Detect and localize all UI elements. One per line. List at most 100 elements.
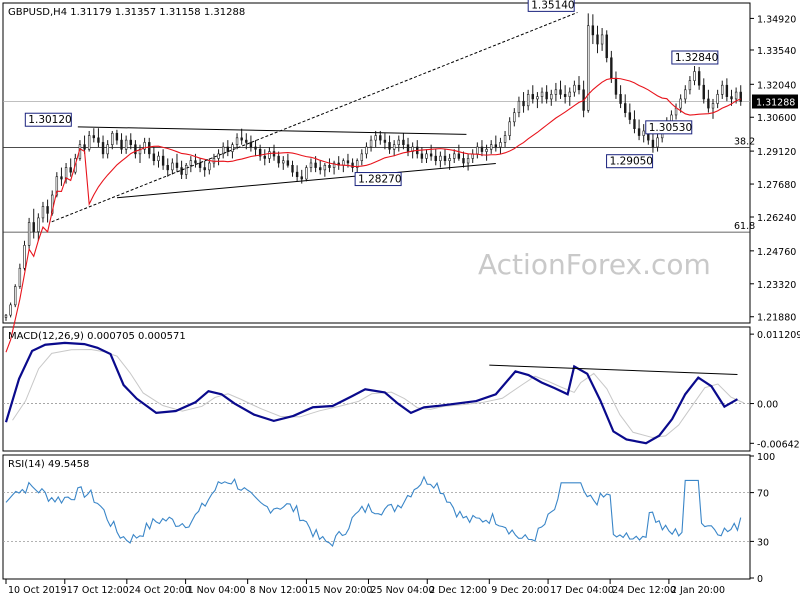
- candle-body: [97, 137, 100, 143]
- candle-body: [32, 222, 35, 232]
- candles-group: [4, 13, 742, 321]
- candle-body: [499, 142, 502, 148]
- candle-body: [526, 94, 530, 107]
- rsi-panel-frame: [2, 454, 751, 580]
- price-axis-label: 1.34920: [757, 14, 796, 25]
- candle-body: [263, 155, 266, 159]
- time-axis-label: 24 Oct 20:00: [129, 585, 191, 596]
- candle-body: [221, 146, 225, 155]
- candle-body: [554, 89, 558, 95]
- candle-body: [309, 162, 313, 168]
- candle-body: [9, 304, 12, 316]
- price-axis-label: 1.27680: [757, 180, 796, 191]
- rsi-axis-label: 100: [757, 452, 775, 463]
- candle-body: [443, 155, 447, 162]
- candle-body: [587, 25, 590, 111]
- candle-body: [198, 162, 202, 168]
- rsi-label: RSI(14) 49.5458: [8, 459, 89, 470]
- candle-body: [286, 160, 290, 166]
- candle-body: [490, 144, 493, 150]
- candle-body: [702, 84, 705, 100]
- candle-body: [180, 167, 183, 175]
- candle-body: [531, 94, 534, 100]
- candle-body: [185, 164, 188, 175]
- candle-body: [268, 151, 271, 159]
- macd-axis-label: 0.011209: [757, 330, 800, 341]
- candle-body: [711, 103, 715, 109]
- candle-body: [254, 146, 257, 150]
- candle-body: [536, 96, 539, 100]
- price-axis-label: 1.33540: [757, 46, 796, 57]
- candle-body: [707, 98, 710, 109]
- candle-body: [258, 148, 262, 157]
- watermark: ActionForex.com: [478, 248, 711, 281]
- candle-body: [462, 158, 465, 164]
- candle-body: [513, 112, 516, 123]
- candle-body: [573, 84, 576, 93]
- time-axis: 10 Oct 2019 17 Oct 12:00 24 Oct 20:001 Nov…: [5, 579, 725, 596]
- candle-body: [624, 103, 627, 113]
- candle-body: [730, 96, 733, 100]
- candle-body: [282, 160, 285, 164]
- price-axis-label: 1.30600: [757, 113, 796, 124]
- candle-body: [453, 153, 456, 159]
- time-axis-label: 25 Nov 04:00: [370, 585, 434, 596]
- candle-body: [568, 91, 571, 97]
- candle-body: [656, 137, 659, 148]
- price-annotation-label: 1.29050: [610, 156, 653, 168]
- trendline: [116, 162, 496, 199]
- candle-body: [545, 91, 548, 100]
- trendline: [77, 126, 467, 135]
- candle-body: [420, 153, 424, 159]
- candle-body: [411, 146, 414, 152]
- candle-body: [37, 217, 40, 232]
- candle-body: [305, 167, 308, 180]
- price-annotation-box: [645, 120, 693, 135]
- price-annotation-box: [354, 172, 402, 187]
- candle-body: [591, 25, 595, 36]
- candle-body: [157, 155, 160, 162]
- candle-body: [60, 176, 63, 180]
- candle-body: [402, 139, 405, 145]
- candle-body: [674, 107, 678, 116]
- candle-body: [540, 91, 544, 97]
- candle-body: [550, 94, 553, 100]
- fib-level-label: 38.2: [734, 136, 755, 147]
- candle-body: [614, 78, 618, 95]
- candle-body: [365, 146, 368, 155]
- candle-body: [129, 139, 132, 145]
- candle-body: [429, 153, 433, 157]
- candle-body: [291, 164, 294, 173]
- price-annotation-label: 1.35140: [531, 0, 574, 11]
- time-axis-label: 1 Nov 04:00: [188, 585, 246, 596]
- price-annotation-box: [671, 50, 719, 65]
- candle-body: [457, 153, 461, 159]
- candle-body: [240, 137, 243, 141]
- moving-average-line: [5, 77, 741, 353]
- candle-body: [716, 94, 719, 104]
- candle-body: [388, 142, 391, 150]
- candle-body: [175, 162, 179, 168]
- candle-body: [27, 222, 31, 246]
- candle-body: [605, 34, 608, 59]
- time-axis-label: 9 Dec 20:00: [491, 585, 549, 596]
- candle-body: [651, 139, 655, 148]
- candle-body: [46, 206, 49, 214]
- rsi-group: 100 70 30 0: [3, 452, 775, 585]
- macd-group: 0.011209 0.00 -0.00642: [3, 330, 800, 450]
- candle-body: [87, 135, 91, 150]
- price-axis-label: 1.32040: [757, 80, 796, 91]
- candle-body: [23, 245, 26, 269]
- candle-body: [374, 135, 377, 141]
- candle-body: [295, 171, 299, 178]
- candle-body: [693, 71, 696, 81]
- candle-body: [642, 130, 645, 136]
- price-axis-label: 1.23320: [757, 280, 796, 291]
- time-axis-label: 17 Oct 12:00: [67, 585, 129, 596]
- candle-body: [226, 146, 230, 152]
- candle-body: [4, 314, 8, 318]
- candle-body: [217, 153, 220, 159]
- candle-body: [517, 100, 521, 113]
- price-annotation-box: [527, 0, 575, 12]
- macd-trendline: [489, 364, 738, 375]
